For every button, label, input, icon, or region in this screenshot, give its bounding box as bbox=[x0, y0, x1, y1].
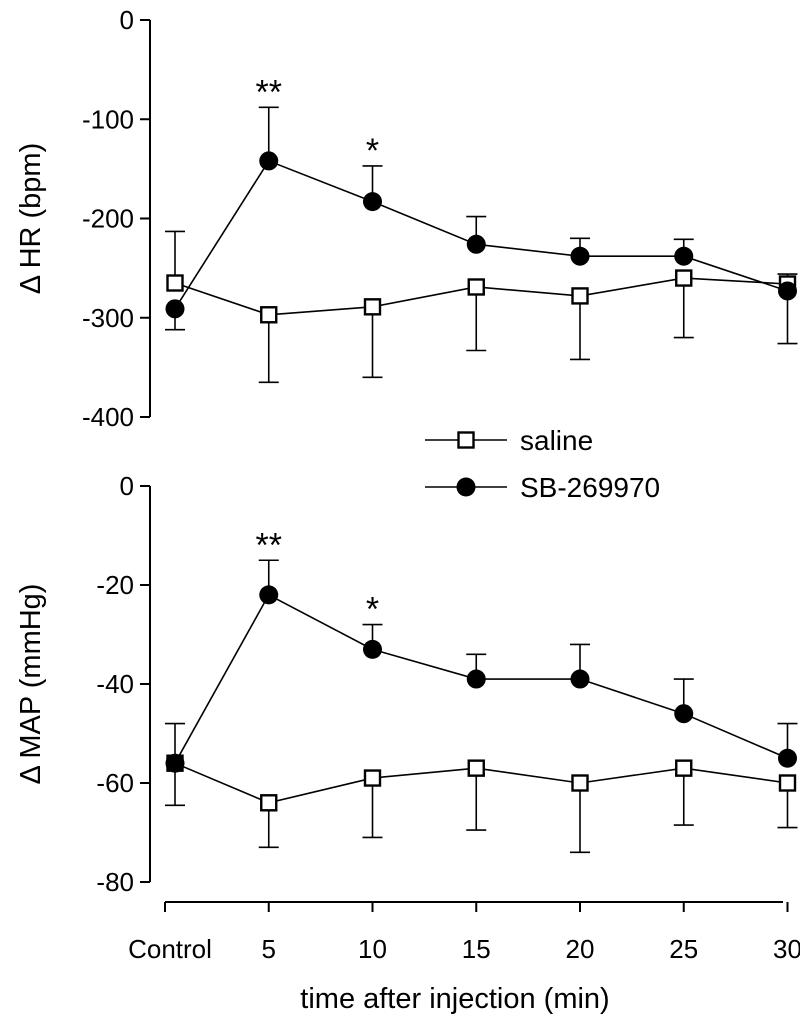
legend-saline-marker bbox=[457, 431, 475, 449]
x-tick-label: Control bbox=[128, 934, 212, 964]
sb269970-point bbox=[363, 192, 382, 212]
x-tick-label: 15 bbox=[462, 934, 491, 964]
y-tick-label: 0 bbox=[120, 5, 134, 35]
saline-point bbox=[260, 794, 278, 812]
x-tick-label: 25 bbox=[669, 934, 698, 964]
y-tick-label: -300 bbox=[82, 303, 134, 333]
y-tick-label: -20 bbox=[96, 570, 134, 600]
sb269970-point bbox=[570, 246, 590, 266]
x-tick-label: 20 bbox=[566, 934, 595, 964]
saline-point bbox=[675, 269, 693, 287]
saline-point bbox=[467, 278, 485, 296]
x-axis: Control 5 10 15 20 25 30 time after injection (… bbox=[128, 901, 800, 1015]
y-tick-label: -200 bbox=[82, 204, 134, 234]
y-tick-label: -40 bbox=[96, 669, 134, 699]
saline-point bbox=[571, 774, 589, 792]
y-tick-label: 0 bbox=[120, 471, 134, 501]
sb269970-point bbox=[165, 299, 185, 319]
legend-saline-label: saline bbox=[520, 425, 593, 456]
significance-marker: ** bbox=[256, 526, 282, 564]
x-axis-title: time after injection (min) bbox=[300, 983, 609, 1015]
saline-point bbox=[363, 298, 382, 316]
x-tick-label: 30 bbox=[773, 934, 800, 964]
saline-point bbox=[571, 287, 589, 305]
y-tick-label: -100 bbox=[82, 104, 134, 134]
legend: saline SB-269970 bbox=[425, 425, 660, 503]
y-axis-title: Δ HR (bpm) bbox=[15, 143, 47, 295]
sb269970-point bbox=[778, 281, 797, 301]
saline-point bbox=[675, 759, 693, 777]
sb269970-point bbox=[363, 639, 382, 659]
y-tick-label: -80 bbox=[96, 867, 134, 897]
y-tick-label: -60 bbox=[96, 768, 134, 798]
legend-sb269970-marker bbox=[456, 477, 476, 497]
sb269970-point bbox=[466, 669, 486, 689]
saline-point bbox=[778, 774, 797, 792]
sb269970-point bbox=[674, 704, 694, 724]
sb269970-point bbox=[466, 234, 486, 254]
sb269970-point bbox=[778, 748, 797, 768]
saline-point bbox=[363, 769, 382, 787]
saline-point bbox=[166, 274, 184, 292]
sb269970-point bbox=[259, 151, 279, 171]
significance-marker: * bbox=[366, 132, 379, 170]
sb269970-point bbox=[259, 585, 279, 605]
sb269970-point bbox=[165, 753, 185, 773]
legend-sb269970-label: SB-269970 bbox=[520, 472, 660, 503]
saline-point bbox=[260, 306, 278, 324]
y-axis-title: Δ MAP (mmHg) bbox=[15, 584, 47, 785]
saline-point bbox=[467, 759, 485, 777]
y-tick-label: -400 bbox=[82, 402, 134, 432]
significance-marker: ** bbox=[256, 73, 282, 111]
x-tick-label: 5 bbox=[262, 934, 276, 964]
sb269970-point bbox=[570, 669, 590, 689]
significance-marker: * bbox=[366, 591, 379, 629]
x-tick-label: 10 bbox=[358, 934, 387, 964]
map-panel: 0-20-40-60-80Δ MAP (mmHg)*** bbox=[15, 471, 798, 897]
sb269970-point bbox=[674, 246, 694, 266]
